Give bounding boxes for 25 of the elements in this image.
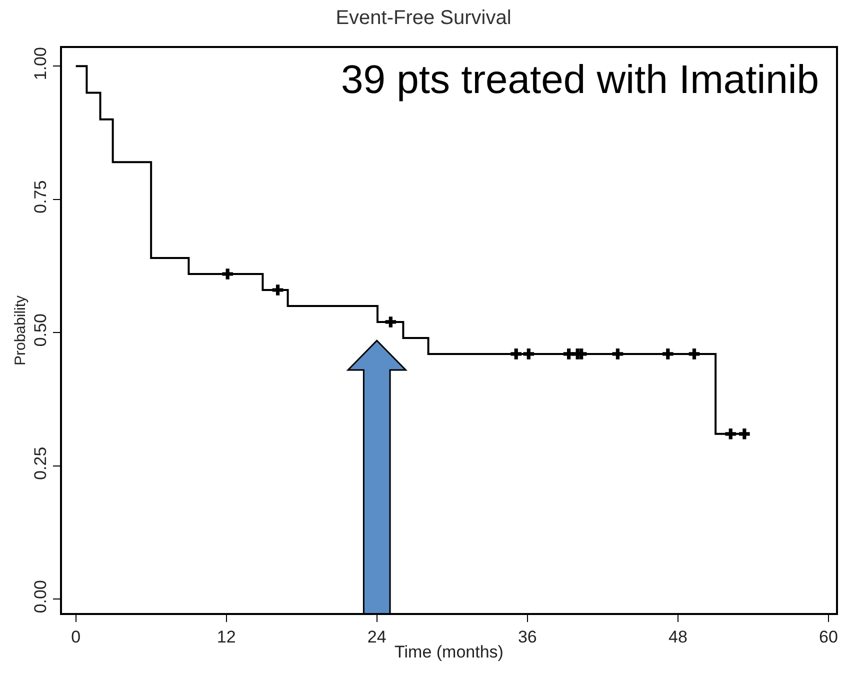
x-tick-label: 60 <box>819 627 838 646</box>
y-tick-label: 1.00 <box>31 47 50 80</box>
y-tick-label: 0.50 <box>31 314 50 347</box>
x-tick-label: 0 <box>71 627 81 646</box>
point <box>510 348 522 360</box>
point <box>688 348 700 360</box>
y-axis-title: Probability <box>12 294 29 366</box>
x-tick-label: 24 <box>367 627 386 646</box>
chart-title: Event-Free Survival <box>336 7 512 30</box>
point <box>222 268 233 280</box>
y-tick-label: 0.00 <box>31 580 50 614</box>
point <box>272 284 284 296</box>
y-tick-label: 0.25 <box>31 446 50 480</box>
point <box>725 428 736 440</box>
point <box>523 348 534 360</box>
point <box>662 348 674 360</box>
x-axis-title: Time (months) <box>394 642 504 662</box>
point <box>612 348 624 360</box>
point <box>739 428 750 440</box>
y-tick-label: 0.75 <box>31 180 50 214</box>
annotation: 39 pts treated with Imatinib <box>341 58 820 102</box>
x-tick-label: 36 <box>518 627 537 646</box>
x-tick-label: 12 <box>216 627 236 646</box>
x-tick-label: 48 <box>668 627 688 646</box>
point <box>385 316 396 328</box>
